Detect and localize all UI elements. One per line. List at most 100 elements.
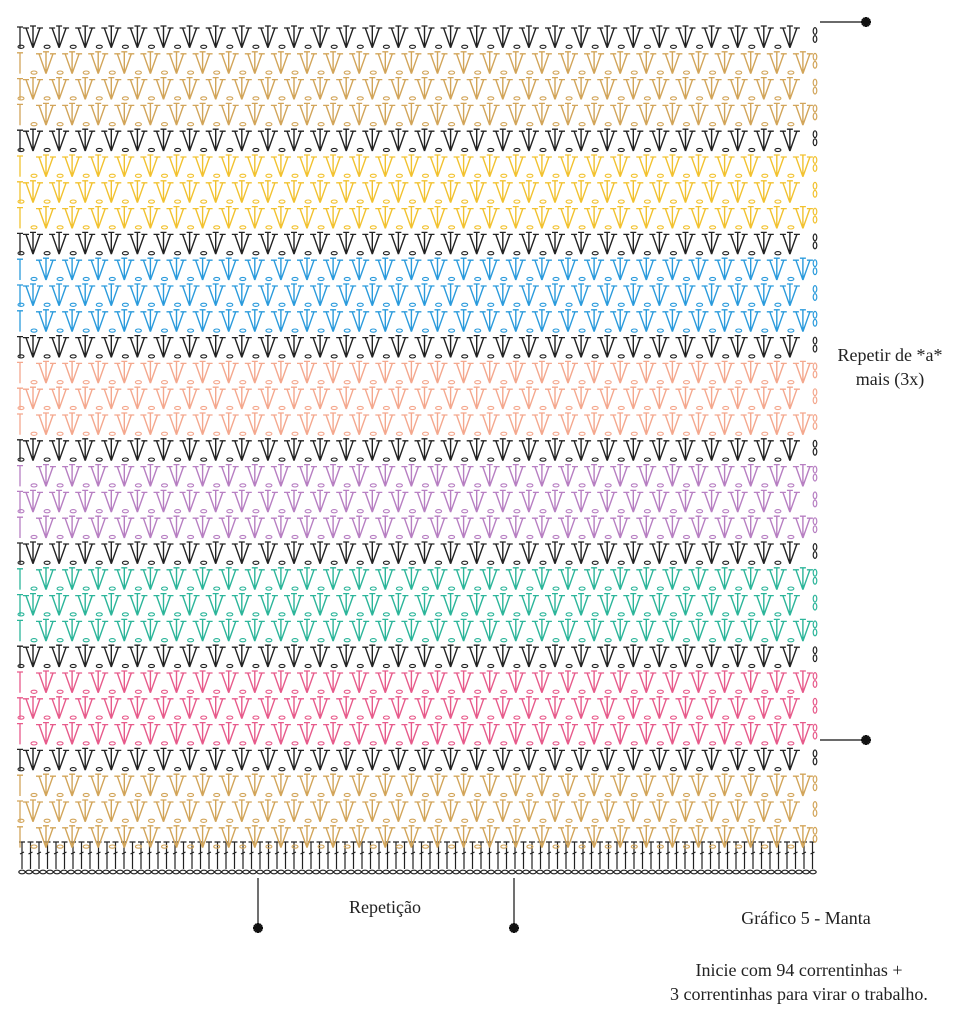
- chain-stitch: [435, 663, 443, 669]
- double-crochet-stitch: [206, 841, 212, 869]
- double-crochet-stitch: [53, 841, 59, 869]
- v-stitch-cluster: [82, 825, 109, 849]
- chain-stitch: [735, 534, 743, 540]
- chain-stitch: [30, 276, 38, 282]
- v-stitch-cluster: [160, 309, 187, 333]
- chain-stitch: [435, 457, 443, 462]
- v-stitch-cluster: [500, 721, 526, 746]
- chain-stitch: [265, 70, 273, 75]
- chain-stitch: [186, 869, 194, 875]
- chain-stitch: [109, 869, 117, 875]
- chain-stitch: [643, 354, 651, 359]
- chain-stitch: [226, 405, 234, 411]
- chain-stitch: [317, 276, 325, 282]
- v-stitch-cluster: [382, 76, 409, 101]
- chain-stitch: [317, 431, 325, 436]
- v-stitch-cluster: [565, 644, 592, 669]
- v-stitch-cluster: [226, 747, 252, 772]
- chain-stitch: [330, 199, 338, 204]
- v-stitch-cluster: [448, 154, 474, 178]
- chain-stitch: [252, 663, 260, 669]
- chain-stitch: [69, 612, 77, 617]
- v-stitch-cluster: [121, 438, 148, 462]
- v-stitch-cluster: [95, 799, 122, 823]
- v-stitch-cluster: [617, 231, 644, 256]
- chain-stitch: [617, 663, 625, 669]
- v-stitch-cluster: [552, 102, 578, 127]
- chain-stitch: [43, 715, 51, 720]
- v-stitch-cluster: [369, 205, 396, 230]
- chain-stitch: [461, 251, 469, 256]
- chain-stitch: [265, 431, 273, 436]
- chain-stitch: [369, 70, 377, 75]
- v-stitch-cluster: [630, 567, 657, 591]
- chain-stitch: [226, 715, 234, 720]
- v-stitch-cluster: [513, 799, 539, 823]
- chain-stitch: [513, 96, 521, 101]
- v-stitch-cluster: [474, 825, 500, 849]
- chain-stitch: [265, 225, 273, 230]
- chain-stitch: [187, 534, 195, 540]
- chain-stitch: [461, 96, 469, 101]
- v-stitch-cluster: [709, 463, 735, 488]
- chain-stitch: [265, 534, 273, 540]
- chain-stitch: [474, 328, 482, 333]
- v-stitch-cluster: [213, 515, 239, 540]
- chain-stitch: [221, 869, 229, 875]
- v-stitch-cluster: [160, 412, 187, 436]
- chain-stitch: [487, 302, 495, 307]
- chain-stitch: [448, 689, 456, 694]
- chain-stitch: [147, 767, 156, 772]
- edge-stitch: [17, 181, 23, 203]
- v-stitch-cluster: [147, 180, 174, 204]
- v-stitch-cluster: [604, 412, 631, 436]
- chain-stitch: [709, 741, 717, 746]
- chain-stitch: [121, 354, 129, 359]
- chain-stitch: [748, 818, 756, 823]
- chain-stitch: [369, 431, 377, 436]
- chain-stitch: [95, 818, 103, 823]
- v-stitch-cluster: [669, 799, 696, 823]
- v-stitch-cluster: [408, 25, 435, 49]
- v-stitch-cluster: [265, 825, 291, 849]
- edge-stitch: [17, 284, 23, 306]
- chain-stitch: [656, 225, 664, 230]
- chain-stitch: [160, 844, 169, 849]
- v-stitch-cluster: [17, 489, 43, 514]
- v-stitch-cluster: [774, 231, 800, 256]
- v-stitch-cluster: [239, 102, 265, 127]
- v-stitch-cluster: [630, 773, 657, 798]
- chain-stitch: [578, 276, 586, 282]
- chain-stitch: [200, 199, 208, 204]
- chain-stitch: [643, 663, 651, 669]
- v-stitch-cluster: [43, 283, 70, 307]
- chain-stitch: [330, 560, 338, 565]
- chain-stitch: [382, 869, 390, 875]
- chain-stitch: [291, 792, 299, 798]
- chain-stitch: [500, 173, 508, 178]
- chain-stitch: [604, 534, 612, 540]
- chain-stitch: [578, 844, 586, 849]
- v-stitch-cluster: [643, 76, 670, 101]
- chain-stitch: [304, 560, 312, 565]
- chain-stitch: [641, 869, 649, 875]
- chain-stitch: [56, 483, 64, 488]
- chain-stitch: [591, 405, 599, 411]
- edge-stitch: [17, 439, 23, 461]
- v-stitch-cluster: [291, 567, 317, 591]
- v-stitch-cluster: [291, 51, 317, 75]
- v-stitch-cluster: [187, 463, 213, 488]
- chain-stitch: [787, 431, 795, 436]
- v-stitch-cluster: [369, 154, 396, 178]
- chain-stitch: [795, 869, 803, 875]
- chain-stitch: [200, 147, 208, 153]
- v-stitch-cluster: [696, 799, 722, 823]
- chain-stitch: [95, 44, 103, 49]
- chain-stitch: [343, 173, 351, 178]
- v-stitch-cluster: [669, 334, 696, 359]
- chain-stitch: [709, 225, 717, 230]
- v-stitch-cluster: [774, 747, 800, 772]
- chain-stitch: [147, 96, 156, 101]
- chain-stitch: [43, 405, 51, 411]
- chain-stitch: [239, 534, 247, 540]
